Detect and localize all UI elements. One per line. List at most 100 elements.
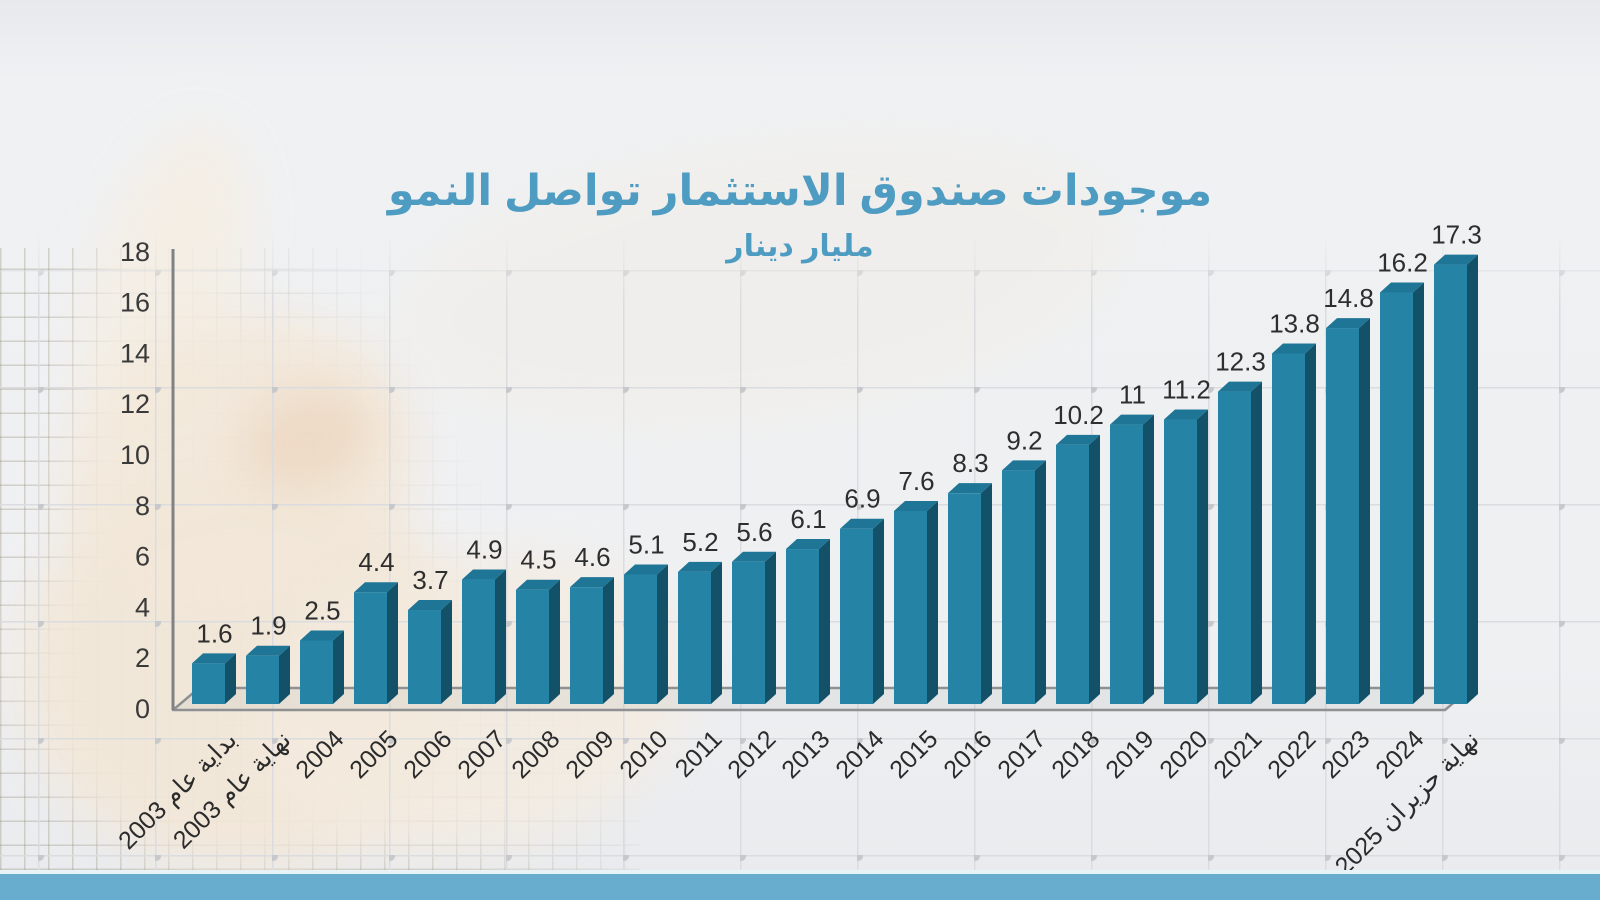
bar-value-label: 1.6: [196, 618, 232, 648]
bar-value-label: 5.2: [682, 527, 718, 557]
bar-top-face: [1218, 381, 1262, 392]
y-axis-tick-label: 12: [120, 389, 150, 419]
bar-side-face: [225, 653, 236, 704]
bar: [678, 571, 711, 704]
bar-top-face: [624, 564, 668, 575]
bar-side-face: [981, 483, 992, 704]
bar-side-face: [1197, 409, 1208, 704]
bar-top-face: [1272, 343, 1316, 354]
bar: [516, 589, 549, 704]
bar-top-face: [840, 518, 884, 529]
bar: [408, 610, 441, 704]
bar-value-label: 9.2: [1006, 425, 1042, 455]
bar-top-face: [1434, 254, 1478, 265]
bottom-accent-bar: [0, 870, 1600, 900]
bar-value-label: 4.6: [574, 542, 610, 572]
bar: [1164, 419, 1197, 704]
bar-top-face: [732, 551, 776, 562]
bar-side-face: [1305, 343, 1316, 704]
bar-side-face: [603, 577, 614, 704]
bar-top-face: [570, 577, 614, 588]
bar-top-face: [1380, 282, 1424, 293]
bar-value-label: 4.9: [466, 535, 502, 565]
bar: [1110, 424, 1143, 704]
bar-side-face: [711, 561, 722, 704]
bar-top-face: [192, 653, 236, 664]
bar-top-face: [948, 483, 992, 494]
bar: [1056, 444, 1089, 704]
bar: [840, 528, 873, 704]
bar-value-label: 4.4: [358, 547, 394, 577]
bar-side-face: [441, 600, 452, 704]
bar-value-label: 8.3: [952, 448, 988, 478]
bar: [354, 592, 387, 704]
bar-value-label: 14.8: [1323, 283, 1374, 313]
bar-side-face: [495, 569, 506, 704]
bar-side-face: [927, 500, 938, 704]
bar-top-face: [894, 500, 938, 511]
bar: [1326, 328, 1359, 704]
bar-value-label: 6.1: [790, 504, 826, 534]
bar-value-label: 1.9: [250, 611, 286, 641]
bar-side-face: [279, 645, 290, 704]
bar-top-face: [1002, 460, 1046, 471]
y-axis-tick-label: 14: [120, 338, 150, 368]
bar-value-label: 16.2: [1377, 248, 1428, 278]
bar-value-label: 4.5: [520, 545, 556, 575]
bar-value-label: 2.5: [304, 596, 340, 626]
bar-side-face: [873, 518, 884, 704]
bar-side-face: [657, 564, 668, 704]
bar-top-face: [408, 600, 452, 611]
bar: [462, 579, 495, 704]
bar: [1380, 292, 1413, 704]
bar-side-face: [333, 630, 344, 704]
bar-top-face: [516, 579, 560, 590]
bar-top-face: [1164, 409, 1208, 420]
bar: [1434, 264, 1467, 704]
bar-top-face: [1056, 434, 1100, 445]
bar-value-label: 11: [1119, 380, 1146, 410]
bar-top-face: [300, 630, 344, 641]
bar: [246, 655, 279, 704]
y-axis-tick-label: 16: [120, 288, 150, 318]
bar-value-label: 11.2: [1162, 375, 1211, 405]
bar-side-face: [549, 579, 560, 704]
bar-value-label: 7.6: [898, 466, 934, 496]
bar-top-face: [1326, 318, 1370, 329]
bar-side-face: [1035, 460, 1046, 704]
bar-value-label: 13.8: [1269, 308, 1320, 338]
bar: [948, 493, 981, 704]
bar-value-label: 12.3: [1215, 347, 1266, 377]
bar-top-face: [786, 539, 830, 550]
bar: [570, 587, 603, 704]
bar: [786, 549, 819, 704]
bar-value-label: 5.6: [736, 517, 772, 547]
bar: [894, 510, 927, 704]
bar-side-face: [1413, 282, 1424, 704]
bar-side-face: [1251, 381, 1262, 704]
bar-side-face: [1089, 434, 1100, 704]
bar-side-face: [1143, 414, 1154, 704]
y-axis-tick-label: 4: [135, 592, 150, 622]
bar-side-face: [819, 539, 830, 704]
bar: [1002, 470, 1035, 704]
y-axis-tick-label: 8: [135, 491, 150, 521]
y-axis-tick-label: 2: [135, 643, 150, 673]
bar-side-face: [387, 582, 398, 704]
bar-value-label: 10.2: [1053, 400, 1104, 430]
bar-top-face: [678, 561, 722, 572]
bar-value-label: 3.7: [412, 565, 448, 595]
bar-value-label: 6.9: [844, 484, 880, 514]
y-axis-tick-label: 0: [135, 694, 150, 724]
bar: [300, 640, 333, 704]
bar-value-label: 5.1: [628, 529, 664, 559]
bar-top-face: [354, 582, 398, 593]
bar-top-face: [1110, 414, 1154, 425]
bar-side-face: [765, 551, 776, 704]
bar: [1218, 391, 1251, 704]
bar-top-face: [246, 645, 290, 656]
y-axis-tick-label: 10: [120, 440, 150, 470]
bar-top-face: [462, 569, 506, 580]
